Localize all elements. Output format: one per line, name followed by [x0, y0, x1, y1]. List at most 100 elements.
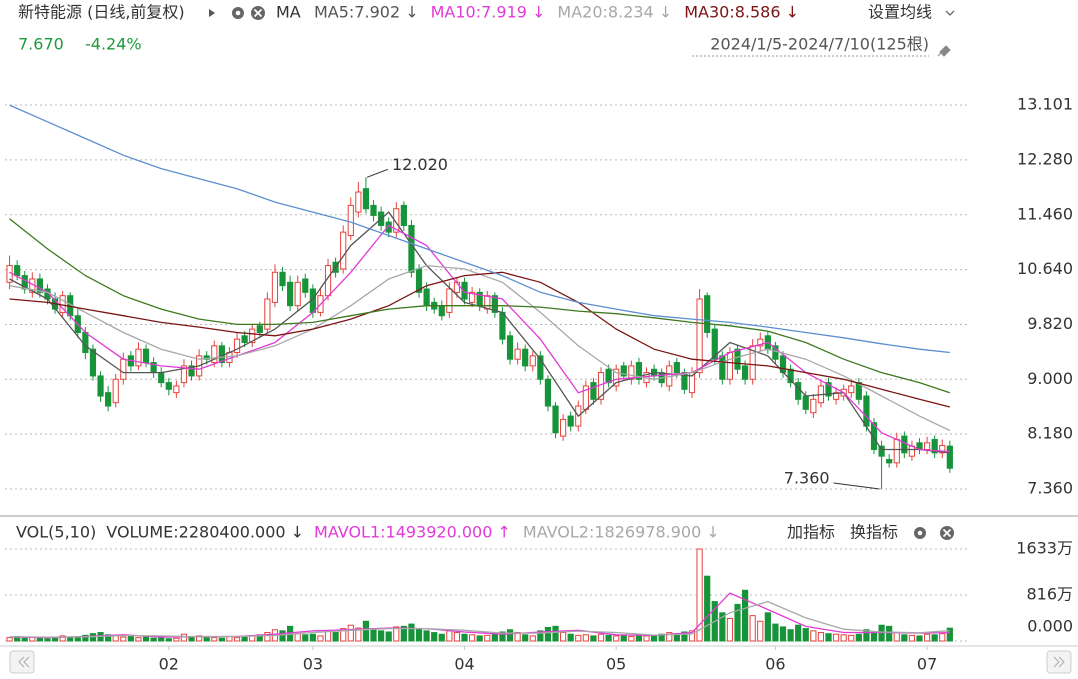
volume-bar — [446, 630, 453, 642]
volume-bar — [324, 630, 332, 642]
legend-entry: MA20:8.234 ↓ — [557, 3, 672, 22]
candle-body — [696, 298, 703, 374]
volume-bar — [855, 633, 862, 642]
candle-body — [719, 355, 726, 380]
candle-body — [734, 348, 741, 370]
volume-bar — [923, 633, 931, 642]
candle-body — [408, 224, 415, 273]
date-range[interactable]: 2024/1/5-2024/7/10(125根) — [710, 35, 929, 54]
candle-body — [893, 438, 900, 464]
indicator-button[interactable]: 加指标 — [787, 523, 835, 542]
volume-bar — [438, 633, 445, 642]
volume-bar — [44, 638, 51, 642]
candle-body — [499, 311, 506, 340]
candle-body — [36, 278, 43, 293]
volume-bar — [82, 634, 89, 642]
volume-bar — [453, 632, 461, 642]
candle-body — [241, 335, 248, 343]
chevron — [945, 10, 955, 16]
settings-button[interactable]: 设置均线 — [868, 3, 932, 22]
volume-bar — [6, 637, 13, 642]
candle-body — [400, 204, 407, 226]
volume-bar — [423, 630, 430, 642]
candle-body — [726, 352, 734, 380]
volume-bar — [590, 635, 597, 642]
candle-body — [203, 355, 210, 360]
candle-body — [256, 325, 263, 333]
candle-body — [863, 395, 870, 427]
volume-bar — [431, 632, 438, 642]
candle-body — [469, 291, 476, 303]
candle-body — [340, 231, 347, 270]
volume-bar — [552, 625, 559, 642]
volume-bar — [696, 548, 703, 642]
volume-bar — [704, 575, 711, 642]
candle-body — [931, 438, 938, 454]
volume-bar — [332, 632, 339, 642]
candle-body — [544, 378, 552, 407]
y-tick-label: 7.360 — [1027, 478, 1073, 497]
settings-icon[interactable] — [232, 7, 244, 19]
volume-bar — [499, 631, 506, 642]
scroll-right[interactable] — [1046, 650, 1072, 674]
volume-bar — [142, 636, 150, 642]
candle-body — [923, 442, 931, 450]
candle-body — [180, 365, 188, 384]
volume-bar — [150, 637, 157, 642]
candle-body — [901, 435, 908, 454]
volume-bar — [749, 615, 756, 642]
volume-bar — [802, 628, 809, 642]
close-icon[interactable] — [251, 6, 265, 20]
volume-bar — [476, 635, 483, 642]
candle-body — [97, 375, 104, 397]
y-tick-label: 12.280 — [1017, 149, 1073, 168]
volume-bar — [203, 636, 210, 642]
candle-body — [537, 355, 544, 380]
candle-body — [552, 405, 559, 434]
legend-text: VOLUME:2280400.000 ↓ — [106, 523, 304, 542]
ma-line — [9, 104, 950, 354]
vol-legend: VOL(5,10) VOLUME:2280400.000 ↓ MAVOL1:1493… — [16, 523, 720, 542]
volume-bar — [825, 633, 832, 642]
volume-bar — [537, 630, 544, 642]
vol-settings-icon[interactable] — [914, 527, 926, 539]
volume-bar — [908, 634, 916, 642]
volume-bar — [370, 629, 377, 642]
volume-bar — [643, 635, 650, 642]
candle-body — [522, 348, 529, 367]
candle-body — [173, 385, 180, 394]
scroll-left[interactable] — [9, 650, 35, 674]
volume-bar — [294, 633, 301, 642]
volume-bar — [620, 634, 627, 642]
annotation-arrow — [833, 482, 880, 490]
volume-bar — [582, 634, 589, 642]
candle-body — [446, 288, 453, 313]
volume-bar — [810, 630, 817, 642]
vol-close-icon[interactable] — [940, 526, 954, 540]
volume-bar — [886, 625, 893, 642]
pin-icon[interactable] — [937, 45, 951, 57]
ma-label: MA — [276, 3, 301, 22]
indicator-button[interactable]: 换指标 — [850, 523, 898, 542]
volume-bar — [491, 633, 498, 642]
candle-body — [673, 362, 680, 374]
candle-body — [294, 281, 301, 307]
candle-body — [506, 335, 514, 360]
volume-bar — [89, 633, 97, 642]
candle-body — [105, 392, 112, 407]
x-tick-label: 07 — [917, 655, 937, 674]
volume-bar — [67, 637, 74, 642]
candle-body — [188, 365, 195, 377]
candle-body — [810, 398, 817, 414]
candle-body — [484, 295, 491, 310]
candle-body — [14, 265, 21, 277]
x-tick-label: 03 — [303, 655, 323, 674]
volume-bar — [946, 627, 953, 642]
candle-body — [461, 281, 468, 300]
expand-arrow[interactable] — [209, 9, 215, 17]
volume-bar — [741, 589, 749, 642]
y-tick-label: 8.180 — [1027, 424, 1073, 443]
candle-body — [142, 348, 150, 364]
y-tick-label: 13.101 — [1017, 95, 1073, 114]
